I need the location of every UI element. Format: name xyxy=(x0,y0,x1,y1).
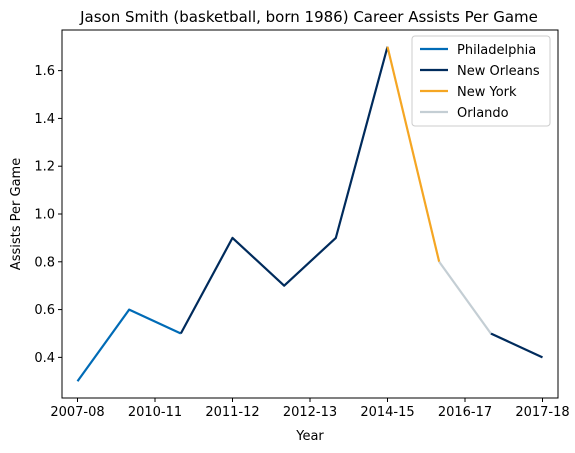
series-line-new-orleans-0 xyxy=(179,46,389,335)
chart-title: Jason Smith (basketball, born 1986) Care… xyxy=(79,8,538,26)
series-line-orlando-0 xyxy=(438,261,492,335)
x-tick-label: 2007-08 xyxy=(50,405,104,420)
legend-label: New Orleans xyxy=(457,64,540,79)
y-axis-label: Assists Per Game xyxy=(9,158,24,270)
legend-label: Orlando xyxy=(457,106,509,121)
x-tick-label: 2017-18 xyxy=(515,405,569,420)
legend-box xyxy=(411,35,551,127)
y-tick-label: 0.6 xyxy=(34,303,55,318)
x-tick-label: 2012-13 xyxy=(283,405,337,420)
y-tick-label: 0.4 xyxy=(34,351,55,366)
y-axis: 0.4 0.6 0.8 1.0 1.2 1.4 1.6 xyxy=(34,64,62,366)
y-tick-label: 1.2 xyxy=(34,160,55,175)
x-tick-label: 2010-11 xyxy=(128,405,182,420)
plot-area xyxy=(76,46,543,382)
y-tick-label: 1.6 xyxy=(34,64,55,79)
y-tick-label: 0.8 xyxy=(34,255,55,270)
x-axis-label: Year xyxy=(295,429,324,444)
legend: Philadelphia New Orleans New York Orlando xyxy=(411,35,551,127)
legend-label: Philadelphia xyxy=(457,43,536,58)
x-tick-label: 2016-17 xyxy=(438,405,492,420)
x-axis: 2007-08 2010-11 2011-12 2012-13 2014-15 2016-… xyxy=(50,398,570,420)
legend-label: New York xyxy=(457,85,517,100)
series-line-new-york-0 xyxy=(386,46,441,263)
y-tick-label: 1.4 xyxy=(34,112,55,127)
x-tick-label: 2011-12 xyxy=(205,405,259,420)
y-tick-label: 1.0 xyxy=(34,208,55,223)
x-tick-label: 2014-15 xyxy=(360,405,414,420)
series-line-philadelphia-0 xyxy=(76,308,182,382)
series-line-new-orleans-1 xyxy=(490,332,543,359)
